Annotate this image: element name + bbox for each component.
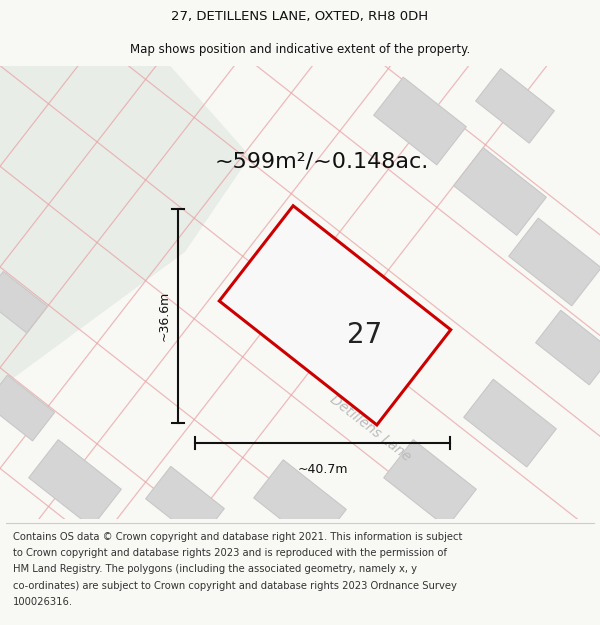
Polygon shape — [536, 310, 600, 385]
Polygon shape — [0, 66, 250, 388]
Polygon shape — [374, 77, 466, 165]
Text: 27, DETILLENS LANE, OXTED, RH8 0DH: 27, DETILLENS LANE, OXTED, RH8 0DH — [172, 10, 428, 23]
Text: co-ordinates) are subject to Crown copyright and database rights 2023 Ordnance S: co-ordinates) are subject to Crown copyr… — [13, 581, 457, 591]
Text: Map shows position and indicative extent of the property.: Map shows position and indicative extent… — [130, 42, 470, 56]
Polygon shape — [254, 460, 346, 548]
Text: ~40.7m: ~40.7m — [297, 463, 348, 476]
Text: ~599m²/~0.148ac.: ~599m²/~0.148ac. — [215, 151, 429, 171]
Text: Contains OS data © Crown copyright and database right 2021. This information is : Contains OS data © Crown copyright and d… — [13, 531, 463, 541]
Text: 27: 27 — [347, 321, 383, 349]
Polygon shape — [0, 375, 55, 441]
Polygon shape — [219, 206, 451, 425]
Polygon shape — [384, 439, 476, 528]
Text: 100026316.: 100026316. — [13, 598, 73, 608]
Polygon shape — [464, 379, 556, 467]
Polygon shape — [146, 466, 224, 541]
Text: HM Land Registry. The polygons (including the associated geometry, namely x, y: HM Land Registry. The polygons (includin… — [13, 564, 417, 574]
Polygon shape — [509, 218, 600, 306]
Polygon shape — [29, 439, 121, 528]
Polygon shape — [454, 148, 546, 236]
Text: Detillens Lane: Detillens Lane — [327, 392, 413, 464]
Text: to Crown copyright and database rights 2023 and is reproduced with the permissio: to Crown copyright and database rights 2… — [13, 548, 447, 558]
Polygon shape — [476, 69, 554, 143]
Polygon shape — [0, 272, 47, 333]
Text: ~36.6m: ~36.6m — [157, 291, 170, 341]
